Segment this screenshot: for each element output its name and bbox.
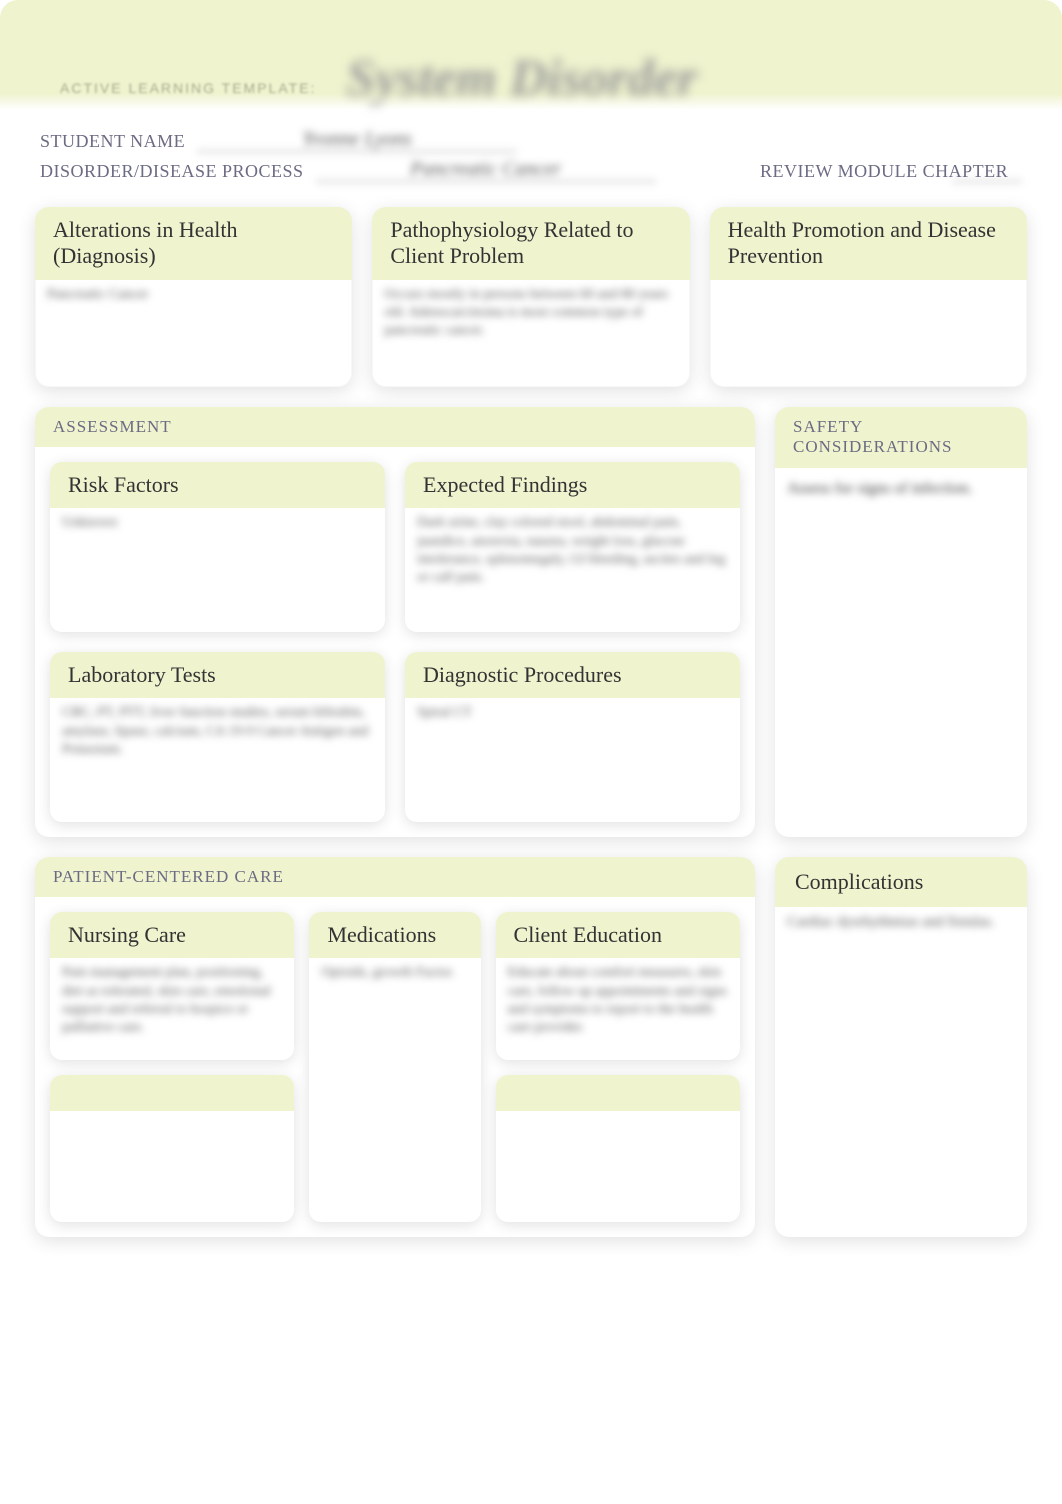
alterations-card: Alterations in Health (Diagnosis) Pancre… [35,207,352,387]
card-title: Diagnostic Procedures [405,652,740,698]
main-grid: Alterations in Health (Diagnosis) Pancre… [0,192,1062,1252]
nursing-care-card-2 [50,1075,294,1223]
safety-body: Assess for signs of infection. [775,468,1027,510]
card-title: Nursing Care [50,912,294,958]
mid-row: ASSESSMENT Risk Factors Unknown Expected… [35,407,1027,837]
card-title: Medications [309,912,480,958]
disorder-value: Pancreatic Cancer [316,158,656,182]
student-name-value: Yvonne Lyons [197,128,517,152]
client-education-card-2 [496,1075,740,1223]
expected-findings-card: Expected Findings Dark urine, clay color… [405,462,740,632]
complications-title: Complications [775,857,1027,907]
card-body: Pain management plan, positioning, diet … [50,958,294,1043]
client-education-card: Client Education Educate about comfort m… [496,912,740,1060]
card-title: Laboratory Tests [50,652,385,698]
header-fields: STUDENT NAME Yvonne Lyons DISORDER/DISEA… [0,110,1062,192]
pcc-col-education: Client Education Educate about comfort m… [496,912,740,1222]
card-body [496,1111,740,1123]
card-title: Risk Factors [50,462,385,508]
card-body [50,1111,294,1123]
complications-body: Cardiac dysrhythmias and fistulas. [775,907,1027,939]
assessment-row-2: Laboratory Tests CBC, PT, PTT, liver fun… [50,652,740,822]
diagnostic-procedures-card: Diagnostic Procedures Spiral CT [405,652,740,822]
page-container: ACTIVE LEARNING TEMPLATE: System Disorde… [0,0,1062,1504]
card-body: CBC, PT, PTT, liver function studies, se… [50,698,385,765]
card-title: Client Education [496,912,740,958]
safety-block: SAFETY CONSIDERATIONS Assess for signs o… [775,407,1027,837]
pcc-title: PATIENT-CENTERED CARE [35,857,755,897]
pathophysiology-card: Pathophysiology Related to Client Proble… [372,207,689,387]
complications-block: Complications Cardiac dysrhythmias and f… [775,857,1027,1237]
chapter-label: REVIEW MODULE CHAPTER [760,162,940,182]
disorder-label: DISORDER/DISEASE PROCESS [40,161,304,182]
laboratory-tests-card: Laboratory Tests CBC, PT, PTT, liver fun… [50,652,385,822]
pcc-col-medications: Medications Opioids, growth Factor. [309,912,480,1222]
risk-factors-card: Risk Factors Unknown [50,462,385,632]
card-body: Unknown [50,508,385,538]
nursing-care-card: Nursing Care Pain management plan, posit… [50,912,294,1060]
safety-title: SAFETY CONSIDERATIONS [775,407,1027,468]
card-title: Alterations in Health (Diagnosis) [35,207,352,280]
assessment-body: Risk Factors Unknown Expected Findings D… [35,447,755,837]
chapter-value [952,158,1022,182]
top-boxes-row: Alterations in Health (Diagnosis) Pancre… [35,207,1027,387]
template-label: ACTIVE LEARNING TEMPLATE: [60,80,316,96]
medications-card: Medications Opioids, growth Factor. [309,912,480,1222]
card-body: Educate about comfort measures, skin car… [496,958,740,1043]
card-title: Expected Findings [405,462,740,508]
assessment-row-1: Risk Factors Unknown Expected Findings D… [50,462,740,632]
assessment-block: ASSESSMENT Risk Factors Unknown Expected… [35,407,755,837]
template-title: System Disorder [346,49,697,108]
pcc-col-nursing: Nursing Care Pain management plan, posit… [50,912,294,1222]
assessment-title: ASSESSMENT [35,407,755,447]
card-body: Dark urine, clay colored stool, abdomina… [405,508,740,593]
health-promotion-card: Health Promotion and Disease Prevention [710,207,1027,387]
card-body: Occurs mostly in persons between 60 and … [372,280,689,347]
card-title: Health Promotion and Disease Prevention [710,207,1027,280]
top-banner: ACTIVE LEARNING TEMPLATE: System Disorde… [0,0,1062,110]
bottom-row: PATIENT-CENTERED CARE Nursing Care Pain … [35,857,1027,1237]
card-body: Spiral CT [405,698,740,728]
pcc-block: PATIENT-CENTERED CARE Nursing Care Pain … [35,857,755,1237]
card-title [496,1075,740,1111]
card-body [710,280,1027,292]
card-body: Opioids, growth Factor. [309,958,480,988]
card-title: Pathophysiology Related to Client Proble… [372,207,689,280]
card-body: Pancreatic Cancer [35,280,352,310]
student-name-label: STUDENT NAME [40,131,185,152]
card-title [50,1075,294,1111]
pcc-body: Nursing Care Pain management plan, posit… [35,897,755,1237]
